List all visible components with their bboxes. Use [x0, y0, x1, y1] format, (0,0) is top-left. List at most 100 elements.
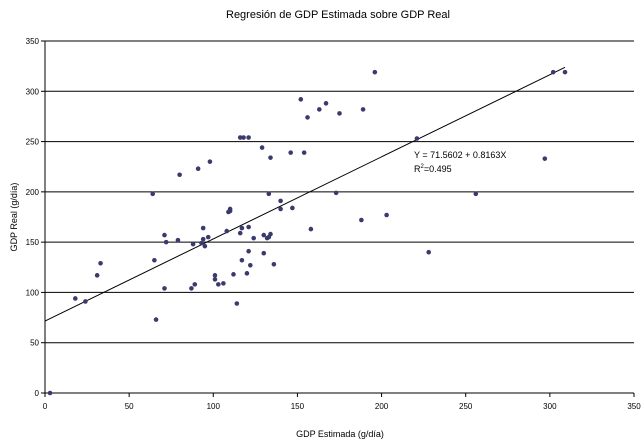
data-point-20	[202, 243, 208, 249]
x-axis-ticks: 0 50 100 150 200 250 300 350	[43, 393, 641, 411]
data-point-19	[200, 225, 206, 231]
data-point-16	[195, 166, 201, 172]
data-point-57	[298, 97, 304, 102]
data-point-36	[239, 257, 245, 263]
data-point-24	[212, 273, 218, 278]
y-tick-label-6: 300	[26, 87, 40, 96]
x-tick-label-7: 350	[627, 402, 641, 411]
data-point-0	[47, 390, 53, 396]
data-point-42	[248, 262, 253, 268]
data-points	[47, 69, 568, 396]
x-tick-label-6: 300	[543, 402, 557, 411]
data-point-25	[216, 282, 221, 287]
data-point-8	[162, 286, 167, 291]
data-point-70	[426, 249, 431, 255]
data-point-35	[239, 225, 245, 231]
data-point-74	[562, 69, 568, 75]
data-point-41	[246, 224, 251, 230]
y-tick-label-2: 100	[26, 288, 40, 297]
x-tick-label-4: 200	[375, 402, 389, 411]
regression-equation: Y = 71.5602 + 0.8163X	[414, 150, 506, 160]
x-tick-label-2: 100	[207, 402, 221, 411]
data-point-26	[221, 281, 226, 286]
data-point-37	[241, 135, 246, 140]
data-point-72	[542, 156, 548, 161]
y-tick-label-5: 250	[26, 138, 40, 147]
r-squared-value: =0.495	[424, 164, 452, 174]
data-point-45	[261, 250, 267, 256]
data-point-6	[152, 257, 157, 263]
data-point-66	[360, 107, 366, 112]
data-point-65	[359, 217, 364, 223]
data-point-71	[473, 191, 479, 197]
data-point-52	[271, 261, 277, 267]
data-point-67	[372, 69, 378, 75]
data-point-17	[199, 240, 204, 246]
y-axis-ticks: 0 50 100 150 200 250 300 350	[26, 37, 45, 398]
r-squared-symbol: R	[414, 164, 421, 174]
data-point-3	[94, 273, 100, 278]
data-point-12	[177, 172, 182, 178]
data-point-11	[175, 237, 181, 243]
data-point-33	[237, 230, 243, 236]
data-point-60	[308, 226, 314, 232]
regression-line	[44, 66, 566, 322]
data-point-73	[550, 69, 556, 75]
data-point-1	[72, 296, 78, 301]
data-point-21	[205, 234, 211, 240]
data-point-15	[192, 282, 198, 287]
x-tick-label-5: 250	[459, 402, 473, 411]
chart-title: Regresión de GDP Estimada sobre GDP Real	[226, 9, 450, 21]
data-point-64	[337, 111, 342, 116]
data-point-53	[278, 198, 283, 204]
r-squared-label: R2=0.495	[414, 164, 452, 174]
data-point-30	[227, 208, 233, 214]
y-tick-label-7: 350	[26, 37, 40, 46]
data-point-61	[317, 107, 322, 112]
data-point-68	[384, 212, 389, 218]
data-point-54	[278, 206, 283, 212]
y-tick-label-0: 0	[35, 389, 40, 398]
data-point-44	[259, 145, 265, 150]
y-tick-label-1: 50	[30, 339, 39, 348]
data-point-18	[200, 236, 206, 242]
data-point-59	[305, 115, 310, 120]
data-point-58	[301, 150, 307, 155]
data-point-49	[266, 191, 272, 197]
data-point-46	[261, 232, 267, 238]
data-point-9	[162, 232, 167, 238]
data-point-43	[251, 235, 256, 241]
x-tick-label-0: 0	[43, 402, 48, 411]
data-point-23	[212, 277, 218, 282]
data-point-4	[98, 260, 103, 266]
data-point-69	[414, 136, 420, 141]
data-point-40	[246, 248, 251, 254]
data-point-31	[231, 272, 236, 277]
data-point-10	[163, 239, 169, 245]
y-axis-title: GDP Real (g/día)	[9, 183, 19, 252]
y-tick-label-3: 150	[26, 238, 40, 247]
data-point-13	[189, 286, 194, 291]
data-point-27	[224, 228, 230, 234]
data-point-34	[237, 135, 243, 140]
data-point-50	[268, 231, 273, 237]
r-squared-exponent: 2	[421, 164, 425, 170]
data-point-14	[190, 241, 196, 247]
data-point-62	[323, 101, 329, 106]
data-point-7	[153, 317, 159, 322]
data-point-22	[207, 159, 213, 164]
grid-lines	[45, 40, 634, 344]
data-point-5	[150, 191, 156, 197]
data-point-38	[244, 271, 250, 276]
data-point-63	[333, 190, 339, 196]
data-point-56	[290, 205, 295, 211]
data-point-32	[234, 301, 240, 306]
data-point-39	[246, 135, 251, 140]
x-tick-label-3: 150	[291, 402, 305, 411]
x-axis-title: GDP Estimada (g/día)	[296, 429, 384, 439]
y-tick-label-4: 200	[26, 188, 40, 197]
x-tick-label-1: 50	[125, 402, 134, 411]
data-point-51	[268, 155, 273, 160]
data-point-55	[288, 150, 293, 155]
